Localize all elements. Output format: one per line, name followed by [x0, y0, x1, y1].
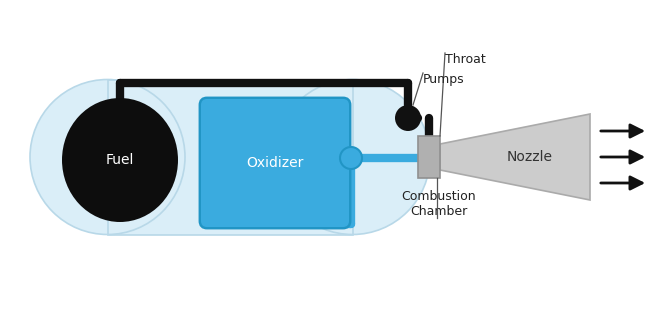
Text: Combustion
Chamber: Combustion Chamber	[402, 190, 477, 218]
Ellipse shape	[275, 80, 430, 234]
Text: Nozzle: Nozzle	[507, 150, 553, 164]
Text: Pumps: Pumps	[423, 73, 465, 86]
Polygon shape	[440, 114, 590, 200]
Bar	[108, 80, 352, 234]
Ellipse shape	[30, 80, 185, 234]
Bar	[418, 136, 440, 178]
Ellipse shape	[62, 98, 178, 222]
Circle shape	[395, 105, 421, 131]
Bar	[108, 80, 352, 234]
Text: Fuel: Fuel	[106, 153, 134, 167]
Text: Throat: Throat	[445, 53, 486, 66]
FancyBboxPatch shape	[201, 99, 349, 227]
Circle shape	[340, 147, 362, 169]
Text: Oxidizer: Oxidizer	[246, 156, 304, 170]
